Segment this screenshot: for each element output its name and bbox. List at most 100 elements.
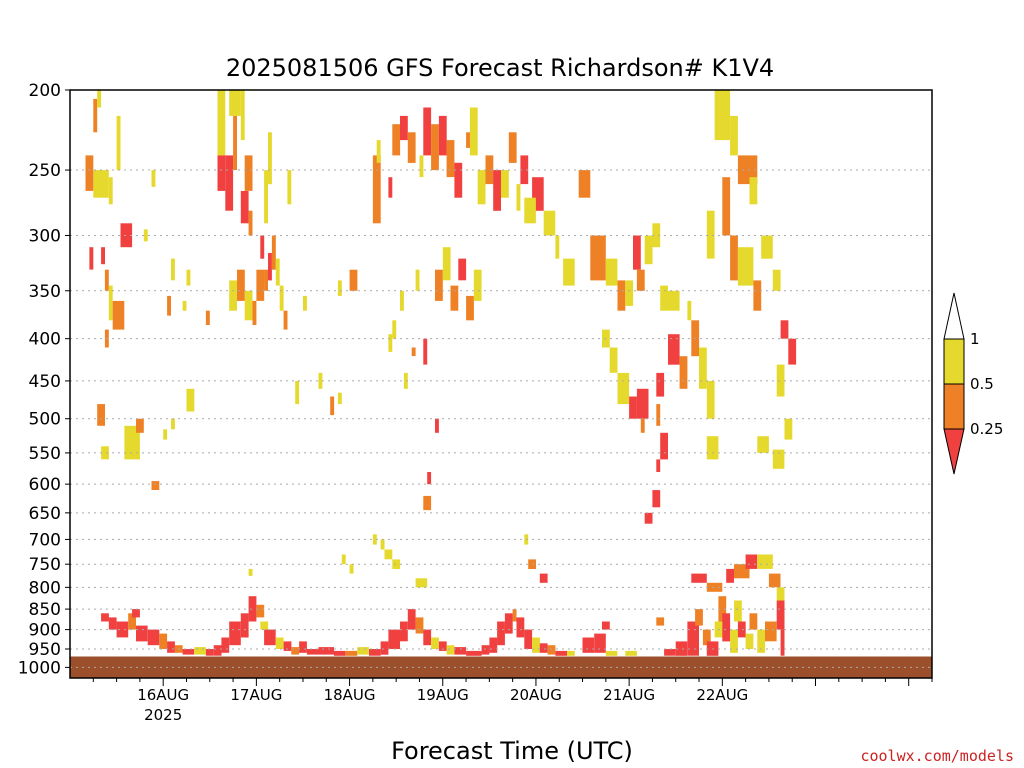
heatmap-cell (93, 170, 109, 198)
heatmap-cells (85, 90, 797, 656)
heatmap-cell (407, 609, 416, 630)
heatmap-cell (757, 436, 769, 453)
heatmap-cell (151, 170, 156, 187)
heatmap-cell (101, 247, 105, 265)
heatmap-cell (372, 155, 381, 224)
heatmap-cell (240, 191, 249, 224)
heatmap-cell (388, 334, 393, 352)
heatmap-cell (213, 645, 222, 656)
y-tick-label: 800 (29, 578, 61, 598)
heatmap-cell (271, 235, 276, 270)
heatmap-cell (497, 621, 505, 646)
heatmap-cell (419, 155, 424, 178)
heatmap-cell (108, 617, 117, 630)
heatmap-cell (275, 637, 284, 649)
heatmap-cell (772, 449, 785, 469)
heatmap-cell (617, 280, 626, 311)
heatmap-cell (268, 132, 272, 185)
heatmap-cell (706, 582, 723, 592)
heatmap-cell (349, 269, 358, 291)
heatmap-cell (442, 247, 451, 281)
heatmap-cell (108, 285, 113, 321)
heatmap-cell (186, 269, 191, 286)
heatmap-cell (640, 418, 645, 433)
heatmap-cell (299, 641, 307, 653)
heatmap-cell (124, 425, 140, 460)
heatmap-cell (780, 320, 789, 339)
heatmap-cell (737, 155, 758, 185)
colorbar-segment-red (943, 428, 965, 475)
heatmap-cell (244, 155, 253, 191)
heatmap-cell (749, 613, 758, 630)
heatmap-cell (415, 617, 424, 634)
heatmap-cell (730, 115, 738, 156)
heatmap-cell (229, 90, 241, 116)
heatmap-cell (400, 290, 404, 311)
heatmap-cell (679, 356, 688, 389)
heatmap-cell (283, 641, 292, 651)
heatmap-cell (737, 247, 754, 286)
heatmap-cell (772, 269, 781, 291)
heatmap-cell (730, 235, 738, 281)
heatmap-cell (473, 269, 482, 301)
y-tick-label: 500 (29, 410, 61, 430)
heatmap-cell (555, 235, 560, 259)
heatmap-cell (734, 600, 742, 622)
y-tick-label: 300 (29, 226, 61, 246)
y-tick-label: 900 (29, 621, 61, 641)
heatmap-cell (784, 418, 793, 440)
heatmap-cell (567, 650, 575, 656)
x-tick-label: 19AUG (417, 686, 469, 704)
x-tick-label: 18AUG (324, 686, 376, 704)
heatmap-cell (388, 629, 400, 649)
heatmap-cell (167, 641, 175, 653)
x-axis-label: Forecast Time (UTC) (391, 737, 633, 765)
heatmap-cell (757, 629, 766, 653)
heatmap-cell (171, 418, 175, 430)
heatmap-cell (330, 396, 335, 416)
heatmap-cell (438, 115, 447, 156)
x-tick-label: 20AUG (510, 686, 562, 704)
heatmap-cell (318, 647, 334, 655)
heatmap-cell (392, 124, 401, 156)
heatmap-cell (539, 573, 548, 583)
heatmap-cell (318, 372, 323, 389)
heatmap-cell (256, 269, 265, 301)
heatmap-cell (431, 124, 439, 171)
heatmap-cell (279, 285, 284, 311)
heatmap-cell (590, 235, 606, 281)
heatmap-cell (337, 392, 342, 405)
heatmap-cell (345, 650, 358, 656)
heatmap-cell (237, 269, 245, 301)
heatmap-cell (435, 418, 439, 433)
y-tick-label: 850 (29, 600, 61, 620)
heatmap-cell (477, 170, 486, 205)
heatmap-cell (625, 280, 634, 306)
heatmap-cell (97, 404, 105, 426)
heatmap-cell (372, 534, 377, 545)
heatmap-cell (633, 235, 641, 270)
heatmap-cell (225, 155, 234, 211)
heatmap-cell (147, 629, 160, 646)
heatmap-cell (543, 210, 556, 236)
heatmap-cell (617, 372, 630, 405)
heatmap-cell (205, 310, 210, 325)
heatmap-cell (722, 613, 731, 642)
credit-text: coolwx.com/models (860, 747, 1014, 765)
heatmap-cell (454, 162, 463, 198)
heatmap-cell (182, 649, 195, 655)
heatmap-cell (337, 280, 342, 296)
heatmap-cell (182, 300, 187, 311)
heatmap-cell (644, 512, 653, 524)
colorbar-level-label: 0.25 (970, 420, 1003, 438)
heatmap-cell (89, 247, 94, 270)
heatmap-cell (605, 650, 618, 656)
x-tick-label: 22AUG (696, 686, 748, 704)
heatmap-cell (128, 613, 136, 630)
heatmap-cell (244, 290, 253, 321)
heatmap-cell (101, 613, 109, 622)
heatmap-cell (578, 170, 591, 198)
heatmap-cell (699, 347, 707, 389)
heatmap-cell (287, 170, 292, 205)
heatmap-cell (450, 285, 459, 311)
